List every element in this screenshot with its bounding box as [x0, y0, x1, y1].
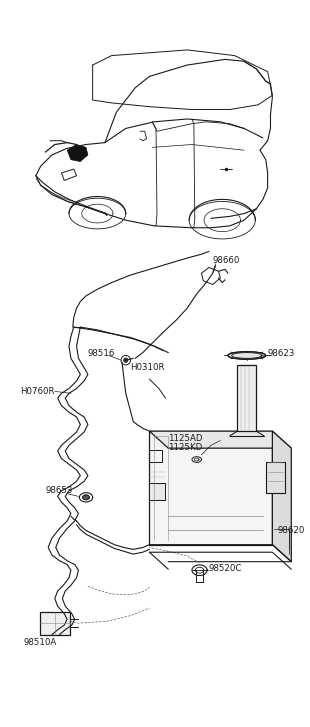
- Text: H0310R: H0310R: [131, 364, 165, 372]
- Polygon shape: [83, 495, 89, 499]
- Text: 98623: 98623: [268, 349, 295, 358]
- Polygon shape: [149, 431, 272, 545]
- Polygon shape: [228, 352, 266, 359]
- Polygon shape: [266, 462, 285, 493]
- Text: 98660: 98660: [213, 257, 240, 265]
- Text: 98653: 98653: [45, 486, 73, 495]
- Text: 98620: 98620: [277, 526, 304, 535]
- Polygon shape: [40, 612, 70, 635]
- Polygon shape: [67, 145, 88, 161]
- Text: 98516: 98516: [88, 349, 115, 358]
- Text: 1125AD: 1125AD: [168, 434, 203, 443]
- Text: 1125KD: 1125KD: [168, 443, 202, 451]
- Polygon shape: [149, 483, 166, 500]
- Text: 98510A: 98510A: [24, 638, 57, 646]
- Text: H0760R: H0760R: [20, 387, 54, 396]
- Polygon shape: [124, 358, 128, 362]
- Polygon shape: [237, 365, 256, 431]
- Text: 98520C: 98520C: [209, 564, 242, 573]
- Polygon shape: [272, 431, 291, 562]
- Polygon shape: [149, 431, 291, 448]
